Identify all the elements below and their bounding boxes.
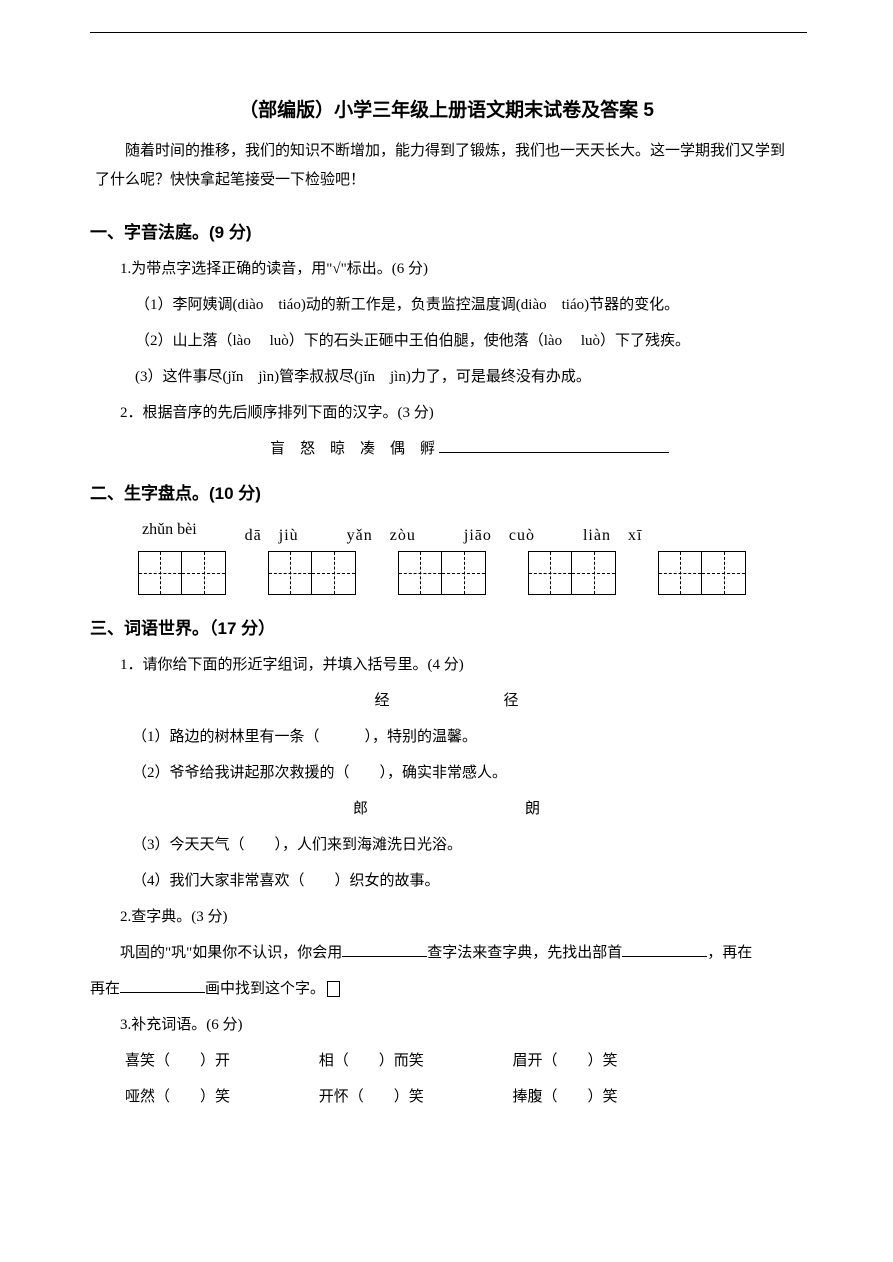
s1-q2: 2．根据音序的先后顺序排列下面的汉字。(3 分): [90, 395, 803, 431]
section-1-heading: 一、字音法庭。(9 分): [90, 214, 803, 251]
char-box-row: [90, 551, 803, 595]
char-box-pair[interactable]: [398, 551, 486, 595]
s1-q2-chars: 盲 怒 晾 凑 偶 孵: [90, 431, 803, 467]
s3-q1-4: （4）我们大家非常喜欢（ ）织女的故事。: [90, 863, 803, 899]
idiom-row-1: 喜笑（ ）开 相（ ）而笑 眉开（ ）笑: [90, 1043, 803, 1079]
idiom: 开怀（ ）笑: [319, 1079, 509, 1115]
s3-pair1: 经 径: [90, 683, 803, 719]
s3-q2-line: 巩固的"巩"如果你不认识，你会用 查字法来查字典，先找出部首 ，再在: [90, 935, 803, 971]
s3-q1-3: （3）今天天气（ ），人们来到海滩洗日光浴。: [90, 827, 803, 863]
pinyin-4: jiāo cuò: [464, 521, 535, 545]
page-title: （部编版）小学三年级上册语文期末试卷及答案 5: [90, 95, 803, 122]
s3-q2-a: 巩固的"巩"如果你不认识，你会用: [120, 945, 342, 961]
char-box-pair[interactable]: [528, 551, 616, 595]
pinyin-1: zhǔn bèi: [142, 521, 197, 545]
pinyin-2: dā jiù: [245, 521, 299, 545]
s1-q1-3: (3）这件事尽(jǐn jìn)管李叔叔尽(jǐn jìn)力了，可是最终没有办…: [90, 359, 803, 395]
page-top-rule: [90, 32, 807, 33]
s3-q1: 1．请你给下面的形近字组词，并填入括号里。(4 分): [90, 647, 803, 683]
s1-q1: 1.为带点字选择正确的读音，用"√"标出。(6 分): [90, 251, 803, 287]
s1-q1-1: （1）李阿姨调(diào tiáo)动的新工作是，负责监控温度调(diào ti…: [90, 287, 803, 323]
answer-blank[interactable]: [120, 978, 205, 993]
section-2-heading: 二、生字盘点。(10 分): [90, 475, 803, 512]
intro-text: 随着时间的推移，我们的知识不断增加，能力得到了锻炼，我们也一天天长大。这一学期我…: [90, 137, 803, 194]
pinyin-5: liàn xī: [583, 521, 642, 545]
section-3-heading: 三、词语世界。（17 分）: [90, 610, 803, 647]
pinyin-3: yǎn zòu: [347, 521, 416, 545]
char-box-pair[interactable]: [138, 551, 226, 595]
s3-q2-c: ，再在: [707, 945, 752, 961]
s1-q1-2: （2）山上落（lào luò）下的石头正砸中王伯伯腿，使他落（lào luò）下…: [90, 323, 803, 359]
s3-q2-d: 画中找到这个字。: [205, 981, 325, 997]
s3-q1-1: （1）路边的树林里有一条（ ），特别的温馨。: [90, 719, 803, 755]
s3-q2-b: 查字法来查字典，先找出部首: [427, 945, 622, 961]
idiom: 哑然（ ）笑: [125, 1079, 315, 1115]
s3-q2-line2: 再在画中找到这个字。: [90, 971, 803, 1007]
answer-blank[interactable]: [622, 942, 707, 957]
s3-q1-2: （2）爷爷给我讲起那次救援的（ ），确实非常感人。: [90, 755, 803, 791]
s3-q3: 3.补充词语。(6 分): [90, 1007, 803, 1043]
idiom: 捧腹（ ）笑: [513, 1079, 703, 1115]
answer-blank[interactable]: [439, 438, 669, 453]
idiom-row-2: 哑然（ ）笑 开怀（ ）笑 捧腹（ ）笑: [90, 1079, 803, 1115]
box-icon: [327, 981, 340, 997]
s3-q2: 2.查字典。(3 分): [90, 899, 803, 935]
char-box-pair[interactable]: [658, 551, 746, 595]
s1-q2-char-list: 盲 怒 晾 凑 偶 孵: [270, 441, 435, 457]
char-box-pair[interactable]: [268, 551, 356, 595]
s3-pair2: 郎 朗: [90, 791, 803, 827]
idiom: 眉开（ ）笑: [513, 1043, 703, 1079]
idiom: 相（ ）而笑: [319, 1043, 509, 1079]
answer-blank[interactable]: [342, 942, 427, 957]
idiom: 喜笑（ ）开: [125, 1043, 315, 1079]
pinyin-row: zhǔn bèi dā jiù yǎn zòu jiāo cuò liàn xī: [90, 521, 803, 545]
